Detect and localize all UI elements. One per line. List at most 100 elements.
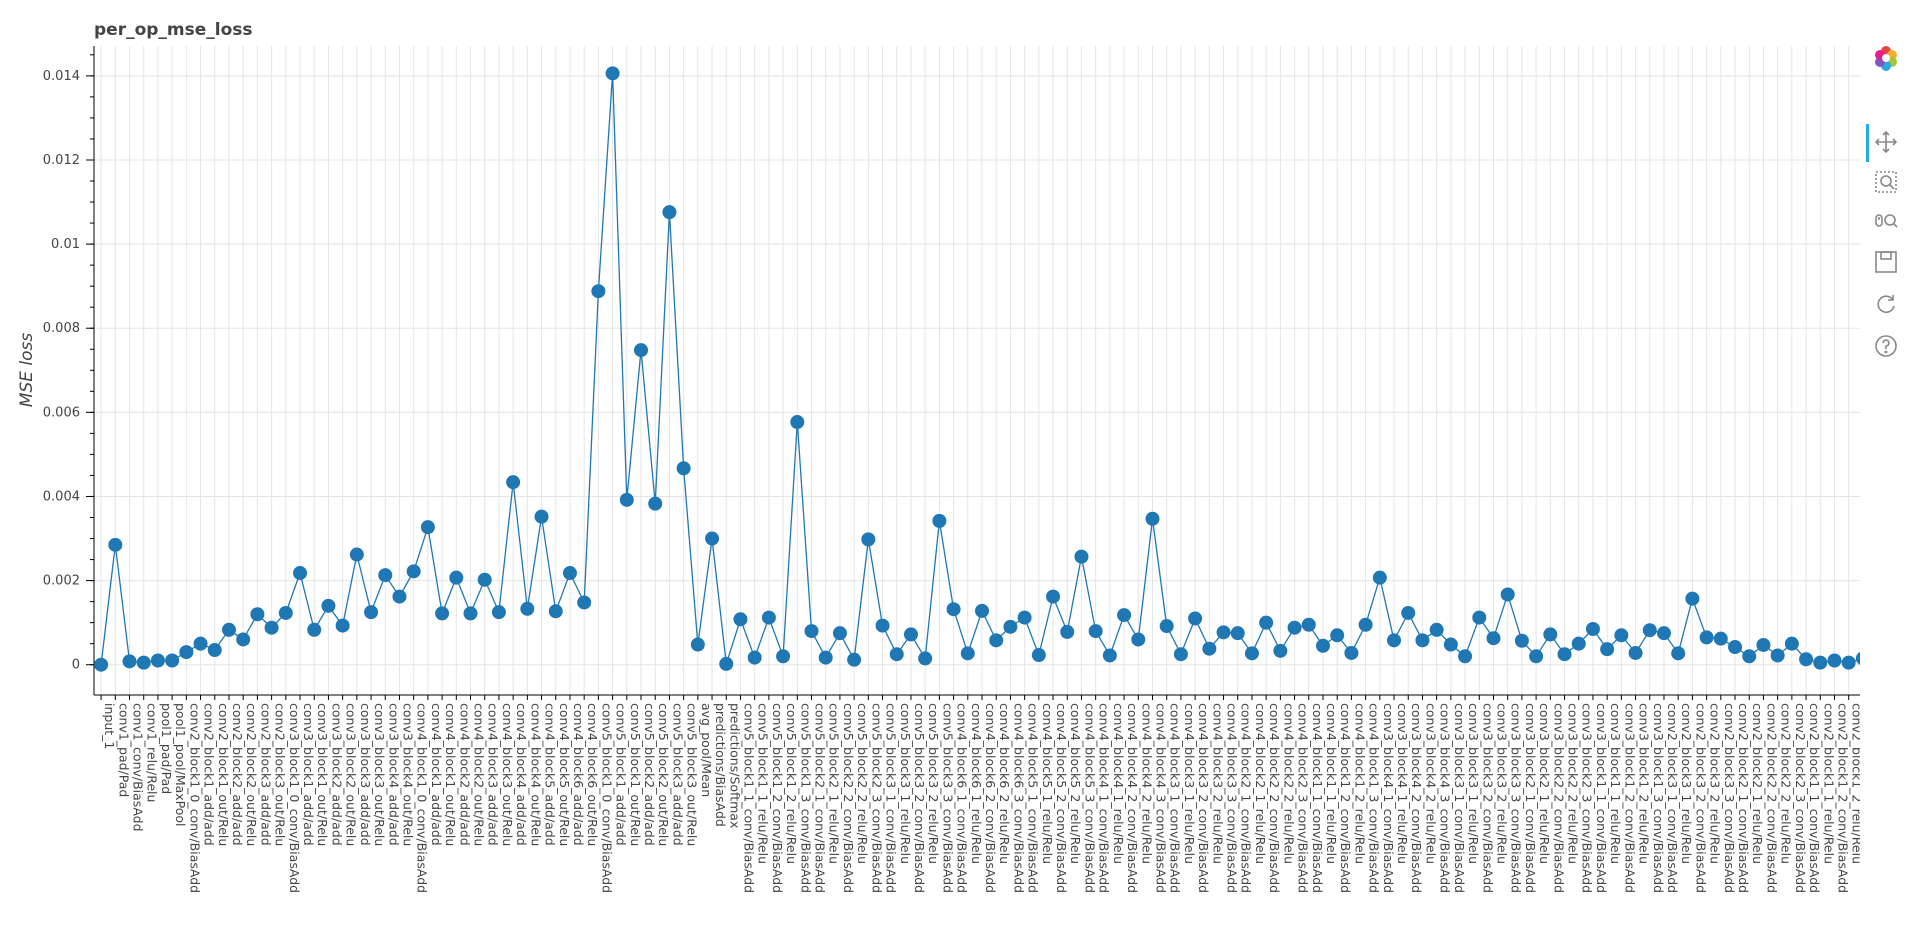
data-point[interactable] bbox=[1671, 646, 1686, 661]
data-point[interactable] bbox=[1102, 648, 1117, 663]
data-point[interactable] bbox=[705, 531, 720, 546]
data-point[interactable] bbox=[321, 598, 336, 613]
data-point[interactable] bbox=[861, 532, 876, 547]
data-point[interactable] bbox=[1387, 633, 1402, 648]
data-point[interactable] bbox=[1529, 649, 1544, 664]
data-point[interactable] bbox=[1315, 638, 1330, 653]
data-point[interactable] bbox=[1486, 631, 1501, 646]
data-point[interactable] bbox=[1372, 570, 1387, 585]
data-point[interactable] bbox=[420, 520, 435, 535]
data-point[interactable] bbox=[1813, 655, 1828, 670]
data-point[interactable] bbox=[1358, 617, 1373, 632]
data-point[interactable] bbox=[690, 637, 705, 652]
data-point[interactable] bbox=[1088, 624, 1103, 639]
data-point[interactable] bbox=[1514, 633, 1529, 648]
bokeh-logo-icon[interactable] bbox=[1866, 40, 1906, 76]
data-point[interactable] bbox=[250, 607, 265, 622]
data-point[interactable] bbox=[946, 602, 961, 617]
data-point[interactable] bbox=[1585, 621, 1600, 636]
data-point[interactable] bbox=[989, 633, 1004, 648]
data-point[interactable] bbox=[918, 651, 933, 666]
data-point[interactable] bbox=[221, 622, 236, 637]
pan-tool-icon[interactable] bbox=[1866, 124, 1906, 160]
data-point[interactable] bbox=[804, 624, 819, 639]
data-point[interactable] bbox=[108, 537, 123, 552]
data-point[interactable] bbox=[648, 496, 663, 511]
data-point[interactable] bbox=[278, 605, 293, 620]
data-point[interactable] bbox=[534, 509, 549, 524]
data-point[interactable] bbox=[435, 606, 450, 621]
data-point[interactable] bbox=[818, 650, 833, 665]
data-point[interactable] bbox=[832, 626, 847, 641]
data-point[interactable] bbox=[264, 620, 279, 635]
data-point[interactable] bbox=[406, 564, 421, 579]
data-point[interactable] bbox=[1458, 649, 1473, 664]
data-point[interactable] bbox=[364, 605, 379, 620]
data-point[interactable] bbox=[1074, 549, 1089, 564]
data-point[interactable] bbox=[1244, 646, 1259, 661]
data-point[interactable] bbox=[975, 603, 989, 618]
data-point[interactable] bbox=[1642, 623, 1657, 638]
data-point[interactable] bbox=[449, 570, 464, 585]
data-point[interactable] bbox=[847, 652, 862, 667]
data-point[interactable] bbox=[875, 618, 890, 633]
data-point[interactable] bbox=[1543, 627, 1558, 642]
data-point[interactable] bbox=[1429, 622, 1444, 637]
data-point[interactable] bbox=[1557, 647, 1572, 662]
data-point[interactable] bbox=[506, 475, 521, 490]
data-point[interactable] bbox=[378, 568, 393, 583]
data-point[interactable] bbox=[1188, 611, 1203, 626]
data-point[interactable] bbox=[932, 513, 947, 528]
data-point[interactable] bbox=[165, 653, 180, 668]
data-point[interactable] bbox=[136, 655, 151, 670]
data-point[interactable] bbox=[1330, 628, 1345, 643]
data-point[interactable] bbox=[1827, 653, 1842, 668]
data-point[interactable] bbox=[491, 605, 506, 620]
data-point[interactable] bbox=[733, 612, 748, 627]
data-point[interactable] bbox=[1031, 648, 1046, 663]
data-point[interactable] bbox=[349, 547, 364, 562]
wheel-zoom-tool-icon[interactable] bbox=[1866, 204, 1906, 240]
data-point[interactable] bbox=[1131, 632, 1146, 647]
data-point[interactable] bbox=[790, 415, 805, 430]
data-point[interactable] bbox=[1628, 645, 1643, 660]
data-point[interactable] bbox=[1855, 652, 1860, 665]
data-point[interactable] bbox=[903, 627, 918, 642]
data-point[interactable] bbox=[1571, 636, 1586, 651]
data-point[interactable] bbox=[1713, 631, 1728, 646]
data-point[interactable] bbox=[1301, 617, 1316, 632]
data-point[interactable] bbox=[335, 618, 350, 633]
data-point[interactable] bbox=[1287, 620, 1302, 635]
data-point[interactable] bbox=[1472, 610, 1487, 625]
data-point[interactable] bbox=[577, 595, 592, 610]
data-point[interactable] bbox=[1003, 619, 1018, 634]
data-point[interactable] bbox=[520, 601, 535, 616]
data-point[interactable] bbox=[293, 566, 308, 581]
reset-tool-icon[interactable] bbox=[1866, 286, 1906, 322]
data-point[interactable] bbox=[1770, 648, 1785, 663]
data-point[interactable] bbox=[1742, 649, 1757, 664]
data-point[interactable] bbox=[1656, 626, 1671, 641]
data-point[interactable] bbox=[747, 650, 762, 665]
data-point[interactable] bbox=[776, 649, 791, 664]
data-point[interactable] bbox=[1784, 636, 1799, 651]
data-point[interactable] bbox=[1841, 655, 1856, 670]
data-point[interactable] bbox=[719, 656, 734, 671]
data-point[interactable] bbox=[1159, 619, 1174, 634]
data-point[interactable] bbox=[591, 284, 606, 299]
data-point[interactable] bbox=[1117, 608, 1132, 623]
data-point[interactable] bbox=[1060, 624, 1075, 639]
data-point[interactable] bbox=[1600, 642, 1615, 657]
data-point[interactable] bbox=[1173, 647, 1188, 662]
data-point[interactable] bbox=[1415, 633, 1430, 648]
data-point[interactable] bbox=[676, 461, 691, 476]
data-point[interactable] bbox=[1699, 630, 1714, 645]
data-point[interactable] bbox=[634, 343, 649, 358]
data-point[interactable] bbox=[307, 622, 322, 637]
data-point[interactable] bbox=[1145, 511, 1160, 526]
data-point[interactable] bbox=[889, 647, 904, 662]
data-point[interactable] bbox=[463, 606, 478, 621]
data-point[interactable] bbox=[619, 492, 634, 507]
data-point[interactable] bbox=[1401, 605, 1416, 620]
data-point[interactable] bbox=[1017, 610, 1032, 625]
